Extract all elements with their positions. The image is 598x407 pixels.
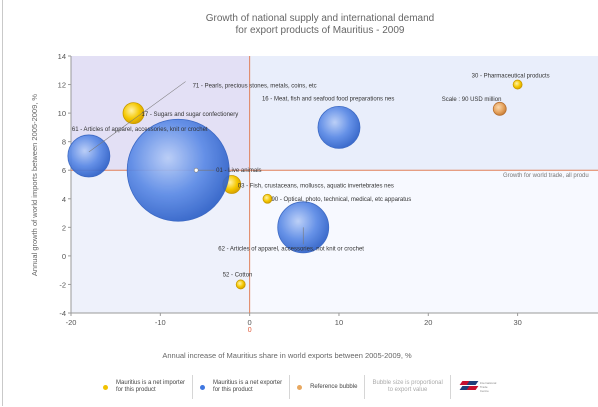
bubble-label: 03 - Fish, crustaceans, molluscs, aquati… xyxy=(238,184,394,190)
legend-divider xyxy=(364,375,366,399)
y-tick-label: 6 xyxy=(62,166,66,175)
zero-marker-label: 0 xyxy=(248,327,252,334)
x-tick-label: 0 xyxy=(248,318,252,327)
x-tick-label: 10 xyxy=(335,318,343,327)
bubble-label: 52 - Cotton xyxy=(223,272,253,278)
exporter-bubble xyxy=(317,105,361,149)
legend-note-label: Bubble size is proportional to export va… xyxy=(372,380,443,393)
legend-reference-label: Reference bubble xyxy=(310,383,358,390)
y-axis-title: Annual growth of world imports between 2… xyxy=(30,94,39,277)
bubble-label: 62 - Articles of apparel, accessories, n… xyxy=(218,246,364,252)
legend-divider xyxy=(192,375,194,399)
legend-divider xyxy=(289,375,291,399)
legend-note: Bubble size is proportional to export va… xyxy=(365,375,449,399)
chart-legend: Mauritius is a net importer for this pro… xyxy=(96,374,496,400)
x-tick-label: -10 xyxy=(155,318,166,327)
legend-reference: Reference bubble xyxy=(290,375,364,399)
y-tick-label: 4 xyxy=(62,195,66,204)
legend-divider xyxy=(449,375,451,399)
bubble-label: 17 - Sugars and sugar confectionery xyxy=(142,112,239,118)
legend-net-exporter-label: Mauritius is a net exporter for this pro… xyxy=(213,380,283,393)
legend-net-exporter: Mauritius is a net exporter for this pro… xyxy=(193,375,289,399)
quadrant-top-right xyxy=(249,56,598,171)
x-tick-label: -20 xyxy=(66,318,77,327)
bubble-label: 16 - Meat, fish and seafood food prepara… xyxy=(262,96,394,102)
leader-anchor xyxy=(193,167,199,173)
x-axis-title: Annual increase of Mauritius share in wo… xyxy=(162,351,412,360)
bubble-label: 71 - Pearls, precious stones, metals, co… xyxy=(193,84,317,90)
importer-bubble xyxy=(262,193,273,204)
chart-subtitle: for export products of Mauritius - 2009 xyxy=(235,25,405,36)
world-growth-label: Growth for world trade, all produ xyxy=(503,173,589,179)
y-tick-label: 8 xyxy=(62,138,66,147)
reference-bubble xyxy=(492,101,507,116)
x-tick-label: 30 xyxy=(513,318,521,327)
importer-bubble xyxy=(235,279,246,290)
y-tick-label: 0 xyxy=(62,252,66,261)
y-tick-label: -4 xyxy=(59,309,66,318)
importer-bubble xyxy=(122,102,145,125)
exporter-bubble xyxy=(67,134,111,178)
y-tick-label: 2 xyxy=(62,223,66,232)
itc-logo-text: International Trade Centre xyxy=(479,381,497,393)
reference-bubble-label: Scale : 90 USD million xyxy=(442,97,502,103)
itc-logo: International Trade Centre xyxy=(451,380,497,394)
exporter-bubble xyxy=(126,118,230,222)
y-tick-label: -2 xyxy=(59,280,66,289)
legend-net-importer: Mauritius is a net importer for this pro… xyxy=(96,375,192,399)
y-tick-label: 10 xyxy=(58,109,66,118)
legend-net-importer-label: Mauritius is a net importer for this pro… xyxy=(116,380,186,393)
chart-title: Growth of national supply and internatio… xyxy=(205,13,435,24)
y-tick-label: 14 xyxy=(58,52,66,61)
itc-logo-icon xyxy=(459,380,479,394)
leader-line xyxy=(88,81,186,153)
y-tick-label: 12 xyxy=(58,81,66,90)
blue-dot-icon xyxy=(200,384,206,390)
bubble-chart: Growth for world trade, all produ0-4-202… xyxy=(30,52,598,360)
importer-bubble xyxy=(512,79,523,90)
bubble-label: 01 - Live animals xyxy=(216,168,261,174)
orange-dot-icon xyxy=(297,384,303,390)
bubble-label: 30 - Pharmaceutical products xyxy=(472,74,550,80)
yellow-dot-icon xyxy=(103,384,108,390)
x-tick-label: 20 xyxy=(424,318,432,327)
bubble-label: 61 - Articles of apparel, accessories, k… xyxy=(72,127,208,133)
bubble-label: 90 - Optical, photo, technical, medical,… xyxy=(272,197,412,203)
